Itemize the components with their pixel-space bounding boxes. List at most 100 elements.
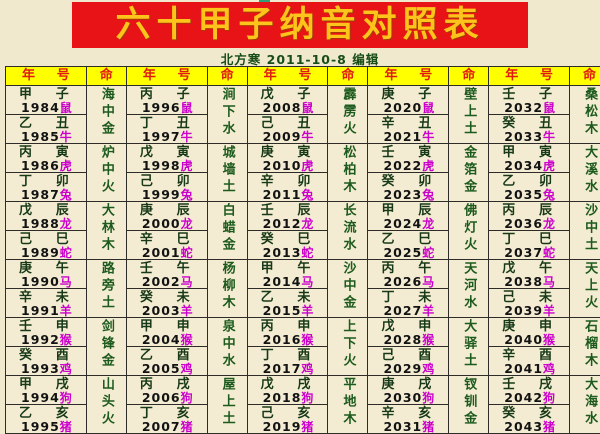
zodiac-animal: 兔 [301, 189, 313, 201]
branch: 巳 [177, 233, 190, 246]
zodiac-animal: 牛 [181, 131, 193, 143]
title-banner: 六十甲子纳音对照表 [72, 2, 528, 48]
branch: 卯 [418, 175, 431, 188]
year-number: 2043 [504, 421, 543, 433]
ming-cell: 泉中水 [207, 318, 247, 376]
stem: 甲 [140, 320, 153, 333]
branch: 亥 [418, 407, 431, 420]
stem: 庚 [381, 378, 394, 391]
zodiac-animal: 狗 [301, 392, 313, 404]
zodiac-animal: 虎 [543, 160, 555, 172]
ming-cell: 天河水 [449, 260, 489, 318]
branch: 子 [177, 88, 190, 101]
zodiac-animal: 狗 [60, 392, 72, 404]
branch: 丑 [56, 117, 69, 130]
branch: 戌 [539, 378, 552, 391]
year-number: 2027 [383, 305, 422, 317]
year-number: 2017 [263, 363, 302, 375]
zodiac-animal: 兔 [181, 189, 193, 201]
zodiac-animal: 猪 [543, 421, 555, 433]
stem: 壬 [381, 146, 394, 159]
header-year-number: 年号 [247, 67, 328, 86]
year-number: 2042 [504, 392, 543, 404]
branch: 酉 [177, 349, 190, 362]
zodiac-animal: 兔 [543, 189, 555, 201]
zodiac-animal: 羊 [422, 305, 434, 317]
year-number: 1998 [142, 160, 181, 172]
stem: 壬 [261, 204, 274, 217]
stem: 乙 [140, 349, 153, 362]
year-number: 2002 [142, 276, 181, 288]
branch: 卯 [539, 175, 552, 188]
zodiac-animal: 鼠 [543, 102, 555, 114]
branch: 亥 [539, 407, 552, 420]
year-number: 2020 [383, 102, 422, 114]
branch: 丑 [418, 117, 431, 130]
ming-cell: 大林木 [86, 202, 126, 260]
zodiac-animal: 虎 [301, 160, 313, 172]
year-number: 1986 [21, 160, 60, 172]
stem: 癸 [381, 175, 394, 188]
stem: 丁 [140, 407, 153, 420]
stem: 丙 [261, 320, 274, 333]
header-year-number: 年号 [126, 67, 207, 86]
zodiac-animal: 龙 [181, 218, 193, 230]
branch: 辰 [297, 204, 310, 217]
subtitle-editor-credit: 北方寒 2011-10-8 编辑 [0, 49, 600, 65]
header-year-number: 年号 [489, 67, 570, 86]
year-number: 2004 [142, 334, 181, 346]
year-number: 2035 [504, 189, 543, 201]
stem: 乙 [19, 117, 32, 130]
stem: 壬 [19, 320, 32, 333]
year-number: 2006 [142, 392, 181, 404]
ming-cell: 炉中火 [86, 144, 126, 202]
stem: 庚 [261, 146, 274, 159]
header-ming: 命 [328, 67, 368, 86]
branch: 戌 [177, 378, 190, 391]
stem: 戊 [502, 262, 515, 275]
year-number: 1997 [142, 131, 181, 143]
year-number: 2031 [383, 421, 422, 433]
zodiac-animal: 羊 [301, 305, 313, 317]
zodiac-animal: 龙 [422, 218, 434, 230]
year-number: 2010 [263, 160, 302, 172]
zodiac-animal: 狗 [181, 392, 193, 404]
branch: 卯 [297, 175, 310, 188]
year-number: 2030 [383, 392, 422, 404]
zodiac-animal: 牛 [543, 131, 555, 143]
year-number: 2029 [383, 363, 422, 375]
ming-cell: 涧下水 [207, 86, 247, 144]
stem: 辛 [502, 349, 515, 362]
zodiac-animal: 蛇 [60, 247, 72, 259]
branch: 申 [418, 320, 431, 333]
year-number: 1995 [21, 421, 60, 433]
header-year-number: 年号 [368, 67, 449, 86]
stem: 丙 [19, 146, 32, 159]
ming-cell: 路旁土 [86, 260, 126, 318]
stem: 甲 [381, 204, 394, 217]
year-number: 2013 [263, 247, 302, 259]
year-number: 2016 [263, 334, 302, 346]
stem: 丁 [19, 175, 32, 188]
stem: 甲 [19, 378, 32, 391]
branch: 子 [56, 88, 69, 101]
branch: 戌 [418, 378, 431, 391]
year-number: 2019 [263, 421, 302, 433]
zodiac-animal: 羊 [543, 305, 555, 317]
